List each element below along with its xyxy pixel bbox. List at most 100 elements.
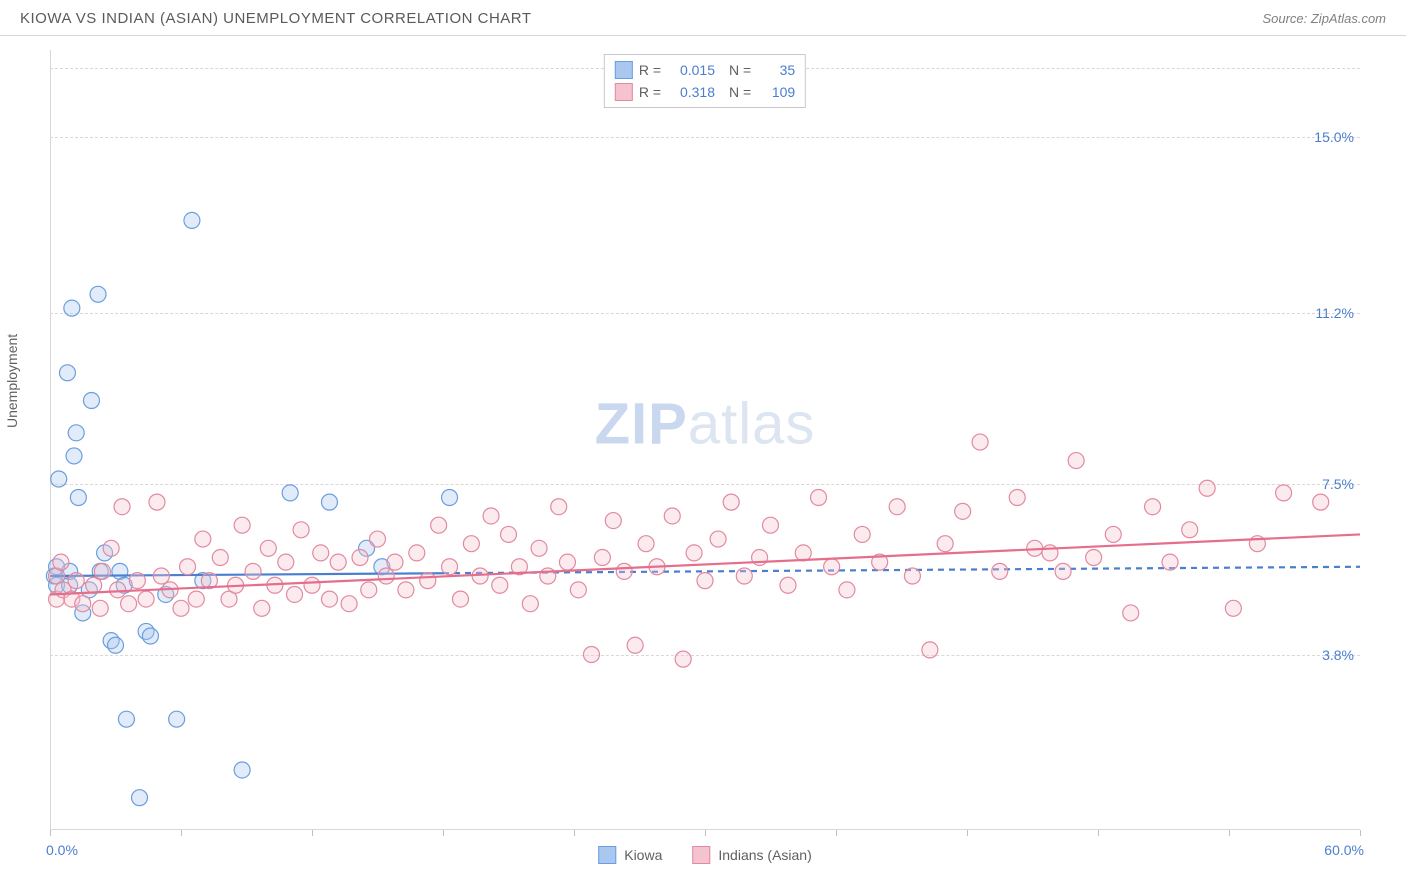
legend-stat-row: R =0.318N =109 (615, 81, 795, 103)
data-point (180, 559, 196, 575)
data-point (114, 499, 130, 515)
data-point (1276, 485, 1292, 501)
y-tick-label: 15.0% (1314, 129, 1354, 145)
data-point (442, 559, 458, 575)
data-point (627, 637, 643, 653)
data-point (245, 563, 261, 579)
x-tick-mark (574, 830, 575, 836)
data-point (463, 536, 479, 552)
x-tick-mark (705, 830, 706, 836)
data-point (1105, 526, 1121, 542)
data-point (153, 568, 169, 584)
data-point (287, 586, 303, 602)
data-point (1009, 489, 1025, 505)
legend-swatch (615, 83, 633, 101)
x-tick-mark (50, 830, 51, 836)
data-point (955, 503, 971, 519)
data-point (142, 628, 158, 644)
data-point (452, 591, 468, 607)
data-point (387, 554, 403, 570)
y-tick-label: 11.2% (1315, 305, 1354, 321)
y-axis-label: Unemployment (4, 334, 20, 428)
data-point (330, 554, 346, 570)
data-point (188, 591, 204, 607)
data-point (234, 517, 250, 533)
data-point (173, 600, 189, 616)
data-point (282, 485, 298, 501)
chart-area: ZIPatlas R =0.015N =35R =0.318N =109 15.… (50, 50, 1360, 830)
data-point (234, 762, 250, 778)
data-point (420, 573, 436, 589)
data-point (68, 573, 84, 589)
data-point (710, 531, 726, 547)
data-point (686, 545, 702, 561)
legend-label: Kiowa (624, 847, 662, 863)
data-point (321, 494, 337, 510)
data-point (697, 573, 713, 589)
data-point (409, 545, 425, 561)
data-point (522, 596, 538, 612)
data-point (1086, 550, 1102, 566)
data-point (304, 577, 320, 593)
data-point (254, 600, 270, 616)
data-point (59, 365, 75, 381)
data-point (321, 591, 337, 607)
data-point (51, 471, 67, 487)
data-point (64, 300, 80, 316)
x-tick-mark (1098, 830, 1099, 836)
scatter-plot (50, 50, 1360, 830)
data-point (1313, 494, 1329, 510)
data-point (138, 591, 154, 607)
data-point (195, 531, 211, 547)
data-point (824, 559, 840, 575)
data-point (94, 563, 110, 579)
data-point (1182, 522, 1198, 538)
data-point (736, 568, 752, 584)
x-tick-max: 60.0% (1324, 842, 1364, 858)
x-tick-mark (443, 830, 444, 836)
data-point (889, 499, 905, 515)
data-point (341, 596, 357, 612)
x-tick-mark (1360, 830, 1361, 836)
data-point (92, 600, 108, 616)
legend-stats: R =0.015N =35R =0.318N =109 (604, 54, 806, 108)
data-point (904, 568, 920, 584)
source-label: Source: ZipAtlas.com (1262, 11, 1386, 26)
data-point (108, 637, 124, 653)
x-tick-min: 0.0% (46, 842, 78, 858)
data-point (605, 513, 621, 529)
data-point (483, 508, 499, 524)
y-tick-label: 7.5% (1322, 476, 1354, 492)
data-point (70, 489, 86, 505)
data-point (854, 526, 870, 542)
x-tick-mark (967, 830, 968, 836)
data-point (68, 425, 84, 441)
data-point (86, 577, 102, 593)
data-point (1199, 480, 1215, 496)
legend-swatch (692, 846, 710, 864)
data-point (992, 563, 1008, 579)
data-point (260, 540, 276, 556)
data-point (922, 642, 938, 658)
data-point (313, 545, 329, 561)
data-point (75, 596, 91, 612)
data-point (839, 582, 855, 598)
data-point (638, 536, 654, 552)
data-point (121, 596, 137, 612)
data-point (1068, 453, 1084, 469)
x-tick-mark (836, 830, 837, 836)
data-point (594, 550, 610, 566)
y-tick-label: 3.8% (1322, 647, 1354, 663)
data-point (278, 554, 294, 570)
data-point (66, 448, 82, 464)
data-point (780, 577, 796, 593)
data-point (83, 393, 99, 409)
data-point (795, 545, 811, 561)
data-point (583, 647, 599, 663)
data-point (398, 582, 414, 598)
data-point (675, 651, 691, 667)
chart-title: KIOWA VS INDIAN (ASIAN) UNEMPLOYMENT COR… (20, 10, 532, 27)
data-point (370, 531, 386, 547)
data-point (1225, 600, 1241, 616)
data-point (664, 508, 680, 524)
